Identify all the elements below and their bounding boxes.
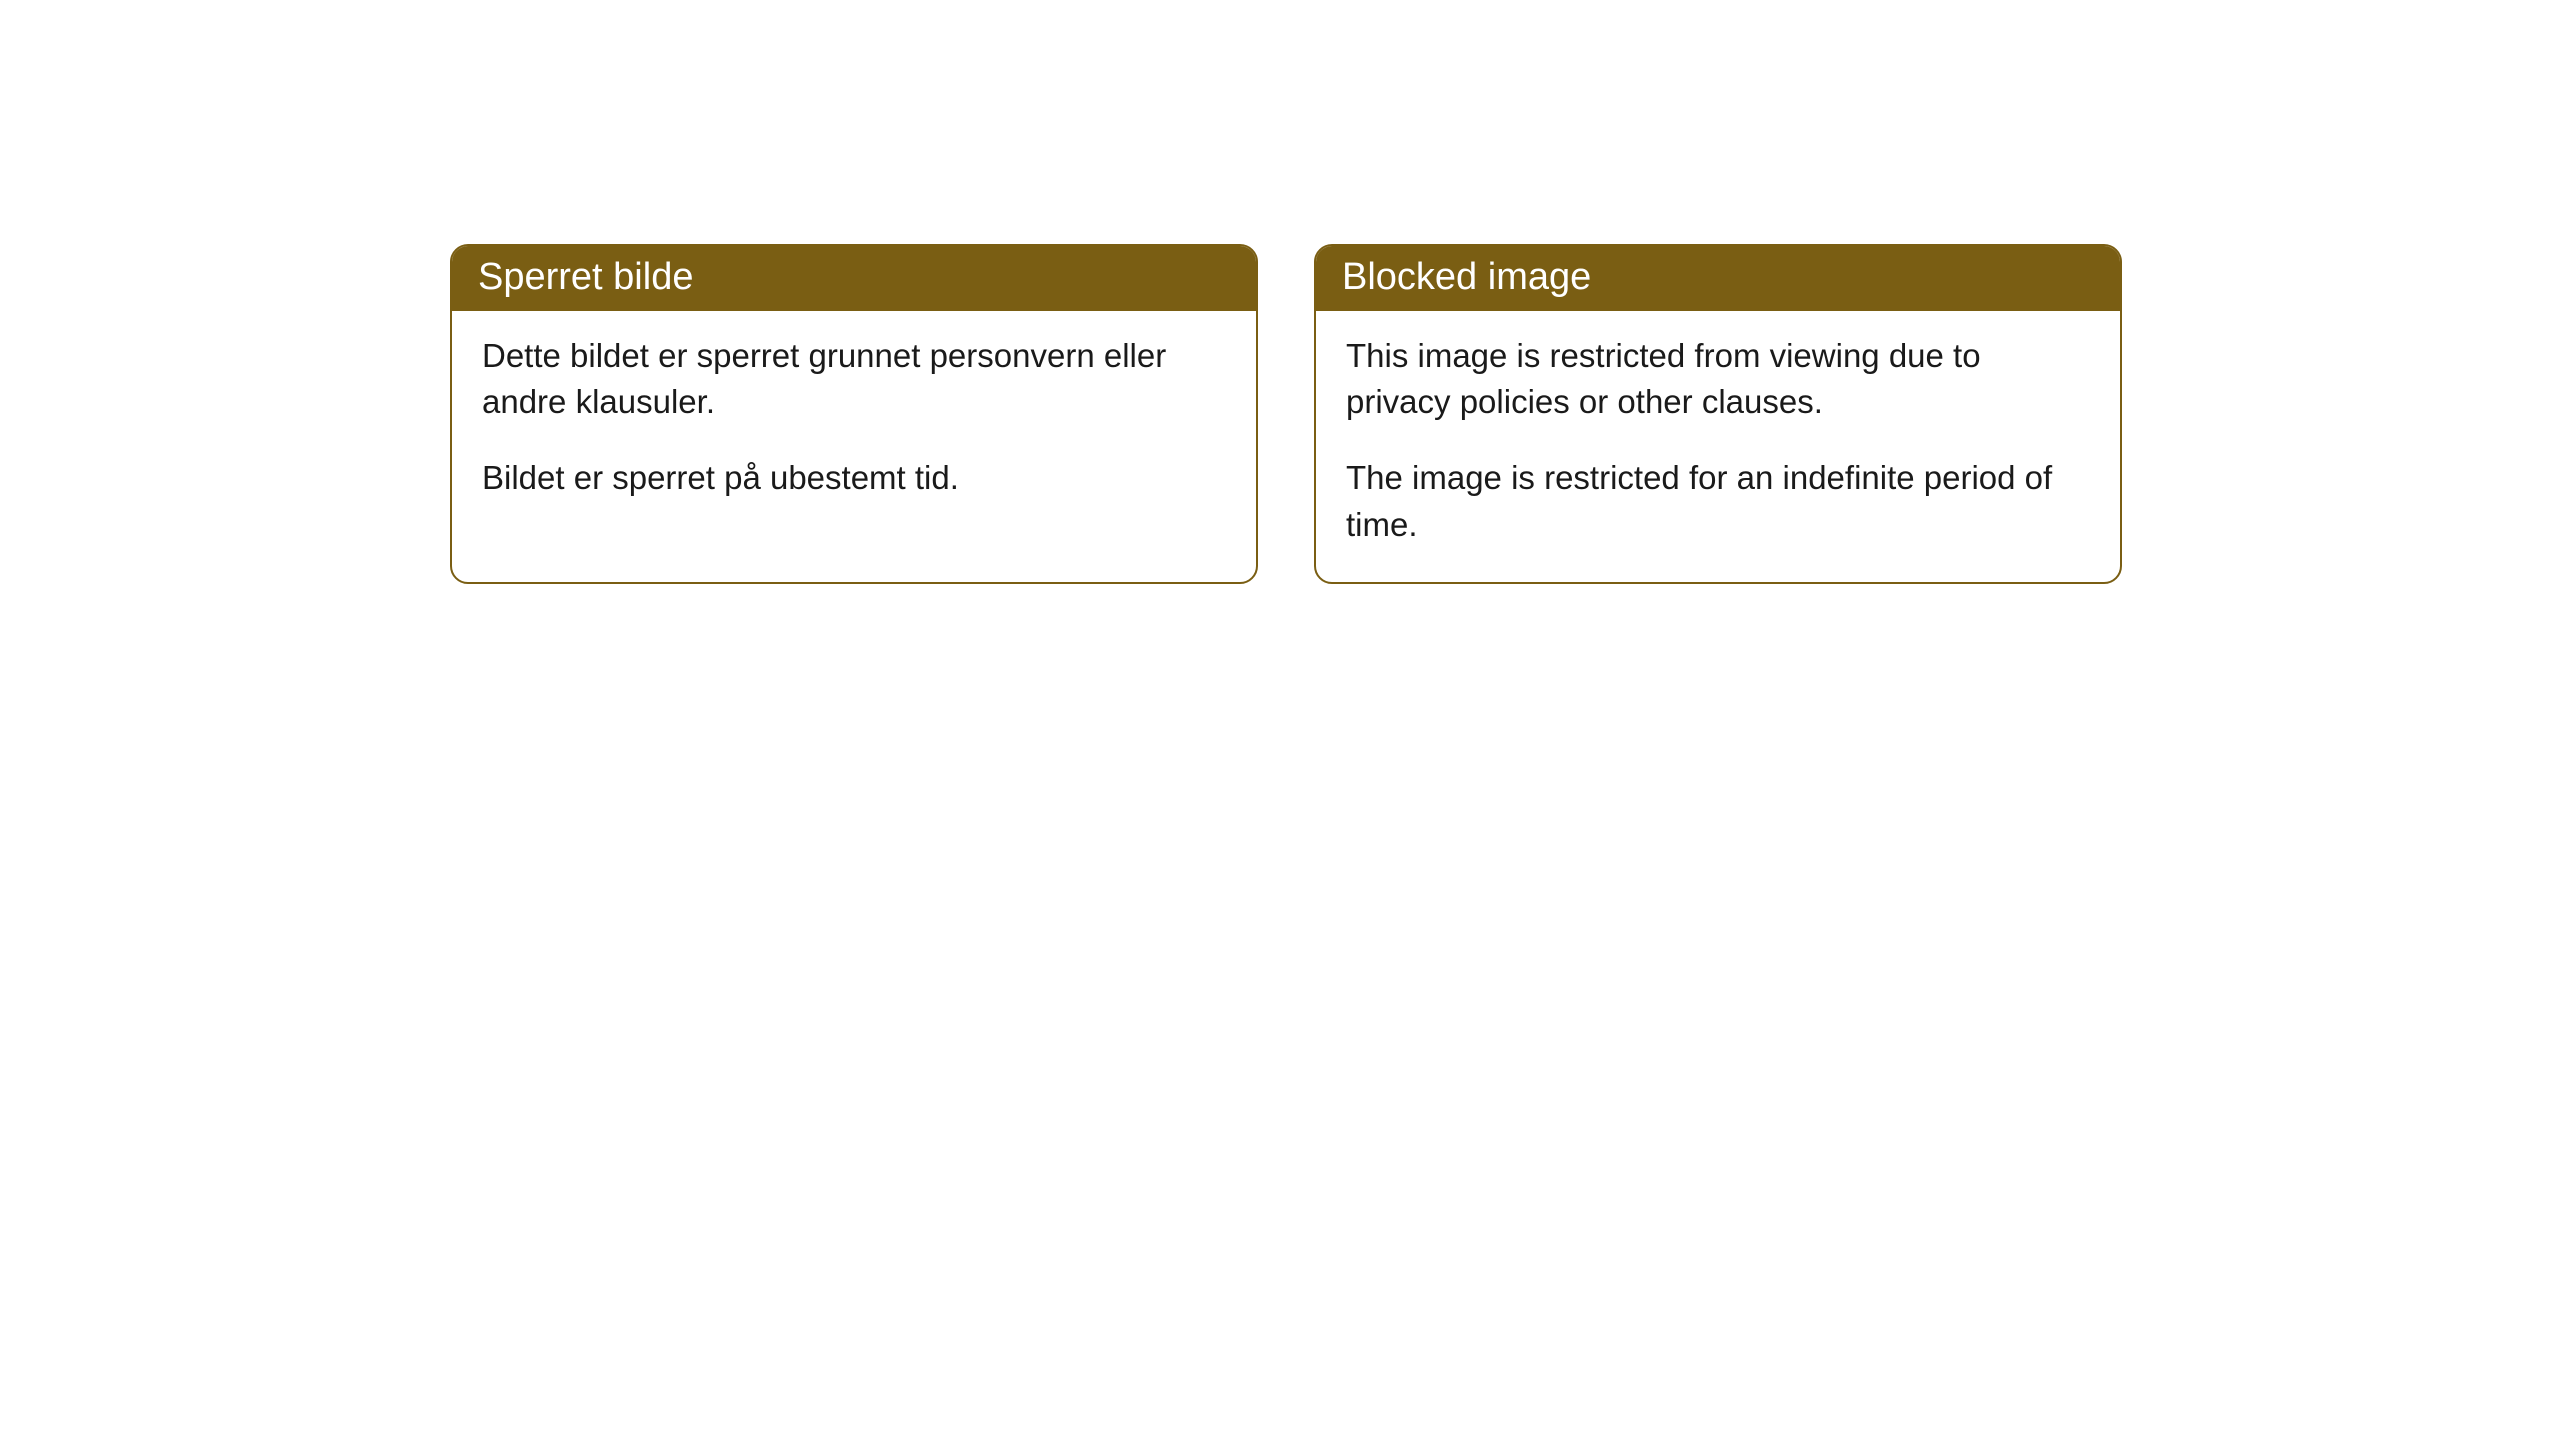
card-header: Blocked image	[1316, 246, 2120, 311]
notice-card-english: Blocked image This image is restricted f…	[1314, 244, 2122, 584]
card-paragraph: Dette bildet er sperret grunnet personve…	[482, 333, 1226, 425]
card-body: This image is restricted from viewing du…	[1316, 311, 2120, 582]
card-body: Dette bildet er sperret grunnet personve…	[452, 311, 1256, 536]
card-paragraph: Bildet er sperret på ubestemt tid.	[482, 455, 1226, 501]
notice-card-norwegian: Sperret bilde Dette bildet er sperret gr…	[450, 244, 1258, 584]
card-header: Sperret bilde	[452, 246, 1256, 311]
card-paragraph: The image is restricted for an indefinit…	[1346, 455, 2090, 547]
card-paragraph: This image is restricted from viewing du…	[1346, 333, 2090, 425]
notice-cards-container: Sperret bilde Dette bildet er sperret gr…	[450, 244, 2122, 584]
